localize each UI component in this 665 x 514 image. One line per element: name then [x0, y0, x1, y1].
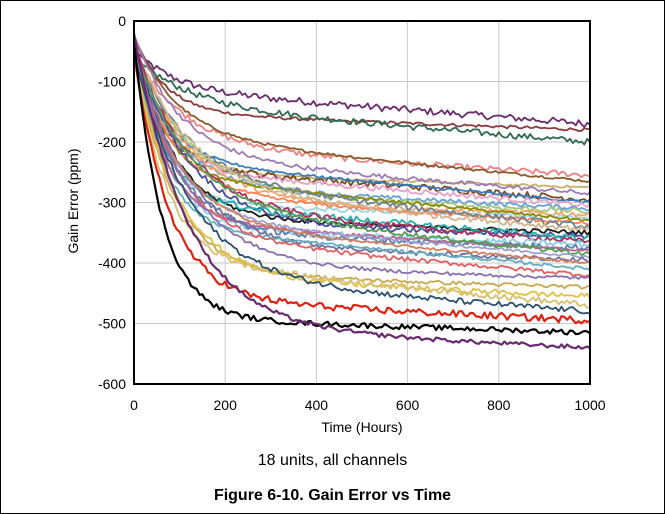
series-line: [133, 43, 591, 208]
x-axis-label: Time (Hours): [321, 419, 402, 435]
y-axis-label: Gain Error (ppm): [65, 148, 81, 253]
series-line: [133, 35, 591, 132]
y-tick-label: -300: [98, 195, 126, 211]
series-line: [133, 52, 591, 315]
chart-subtitle: 18 units, all channels: [257, 452, 408, 469]
y-tick-label: -200: [98, 134, 126, 150]
series-line: [133, 56, 591, 146]
x-tick-label: 0: [130, 397, 138, 413]
x-tick-label: 200: [214, 397, 238, 413]
series-line: [133, 55, 591, 300]
series-line: [132, 52, 591, 325]
series-line: [133, 48, 591, 128]
series-line: [133, 48, 591, 212]
x-tick-label: 400: [305, 397, 329, 413]
y-tick-label: 0: [118, 13, 126, 29]
series-line: [133, 42, 591, 242]
series-line: [133, 34, 591, 196]
series-line: [133, 44, 591, 280]
y-tick-label: -400: [98, 255, 126, 271]
series-line: [133, 37, 591, 183]
tick-labels: 0 200 400 600 800 1000 0 -100 -200 -300 -400 -500 -6…: [98, 13, 606, 413]
series-line: [132, 38, 591, 336]
series-lines: [132, 33, 591, 350]
x-tick-label: 800: [487, 397, 511, 413]
figure-caption: Figure 6-10. Gain Error vs Time: [213, 487, 452, 504]
plot-border: [133, 20, 591, 385]
series-line: [133, 46, 591, 218]
series-line: [133, 49, 591, 309]
series-line: [133, 43, 591, 264]
series-line: [132, 33, 591, 350]
series-line: [133, 53, 591, 264]
series-line: [133, 45, 591, 252]
y-tick-label: -500: [98, 316, 126, 332]
series-line: [133, 40, 591, 278]
x-tick-label: 600: [396, 397, 420, 413]
series-line: [133, 43, 591, 239]
series-line: [133, 47, 591, 256]
axes: [133, 20, 591, 385]
y-tick-label: -600: [98, 376, 126, 392]
y-tick-label: -100: [98, 74, 126, 90]
series-line: [133, 52, 591, 179]
x-tick-label: 1000: [574, 397, 605, 413]
series-line: [133, 43, 591, 232]
series-line: [133, 37, 591, 272]
